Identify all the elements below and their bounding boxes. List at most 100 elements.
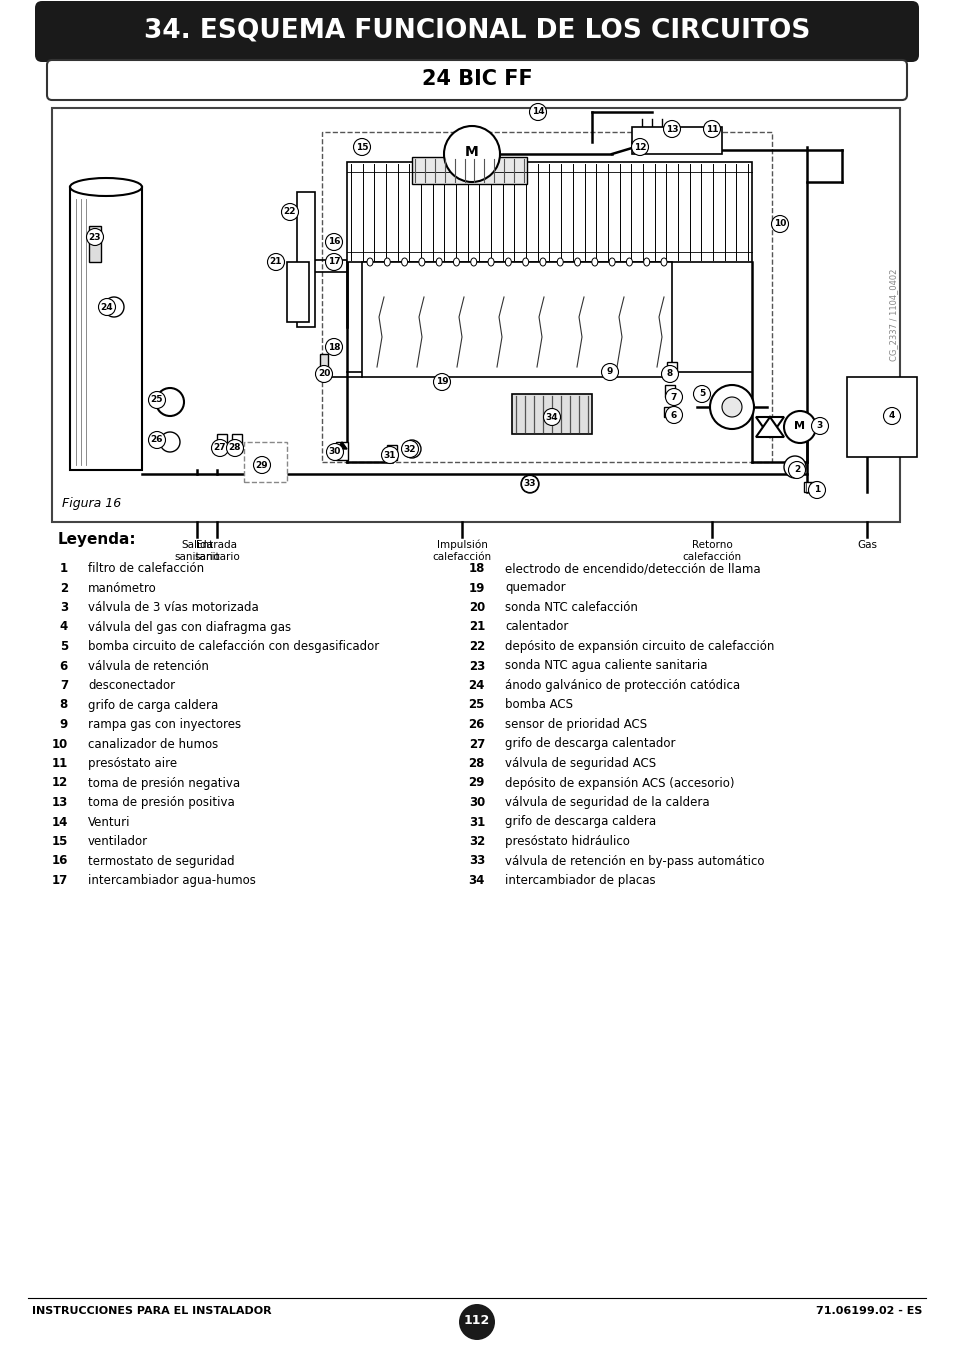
Text: Salida
sanitario: Salida sanitario xyxy=(174,540,219,562)
Circle shape xyxy=(783,456,805,478)
Text: 31: 31 xyxy=(468,815,484,829)
Text: Impulsión
calefacción: Impulsión calefacción xyxy=(432,540,491,562)
Text: rampa gas con inyectores: rampa gas con inyectores xyxy=(88,718,241,730)
Bar xyxy=(287,262,309,323)
Bar xyxy=(216,433,227,452)
Text: 4: 4 xyxy=(888,412,894,420)
Text: grifo de carga caldera: grifo de carga caldera xyxy=(88,698,218,711)
Bar xyxy=(244,441,287,482)
Text: 32: 32 xyxy=(403,444,416,454)
FancyBboxPatch shape xyxy=(47,59,906,100)
Text: 8: 8 xyxy=(666,370,673,378)
Text: 18: 18 xyxy=(328,343,340,351)
Text: 33: 33 xyxy=(468,855,484,868)
Text: 13: 13 xyxy=(51,796,68,809)
Text: 12: 12 xyxy=(633,143,645,151)
Circle shape xyxy=(660,366,678,382)
Text: 24: 24 xyxy=(468,679,484,693)
Bar xyxy=(387,446,396,460)
Circle shape xyxy=(662,120,679,138)
Circle shape xyxy=(381,447,398,463)
Bar xyxy=(70,188,142,470)
Polygon shape xyxy=(755,417,783,437)
Text: CG_2337 / 1104_0402: CG_2337 / 1104_0402 xyxy=(888,269,898,362)
Text: 14: 14 xyxy=(51,815,68,829)
Text: 2: 2 xyxy=(60,582,68,594)
Bar xyxy=(296,192,314,327)
Text: 17: 17 xyxy=(327,258,340,266)
Text: intercambiador agua-humos: intercambiador agua-humos xyxy=(88,873,255,887)
Bar xyxy=(89,225,101,262)
Text: grifo de descarga calentador: grifo de descarga calentador xyxy=(504,737,675,751)
FancyBboxPatch shape xyxy=(35,1,918,62)
Text: Leyenda:: Leyenda: xyxy=(58,532,136,547)
Ellipse shape xyxy=(470,258,476,266)
Circle shape xyxy=(771,216,788,232)
Text: 26: 26 xyxy=(468,718,484,730)
Circle shape xyxy=(253,456,271,474)
Polygon shape xyxy=(336,441,347,450)
Text: bomba ACS: bomba ACS xyxy=(504,698,573,711)
Text: desconectador: desconectador xyxy=(88,679,175,693)
Ellipse shape xyxy=(608,258,615,266)
Text: sensor de prioridad ACS: sensor de prioridad ACS xyxy=(504,718,646,730)
Text: válvula de seguridad ACS: válvula de seguridad ACS xyxy=(504,757,656,769)
Text: 28: 28 xyxy=(229,444,241,452)
Text: sonda NTC agua caliente sanitaria: sonda NTC agua caliente sanitaria xyxy=(504,660,707,672)
Text: INSTRUCCIONES PARA EL INSTALADOR: INSTRUCCIONES PARA EL INSTALADOR xyxy=(32,1305,272,1316)
Ellipse shape xyxy=(418,258,424,266)
Circle shape xyxy=(212,440,229,456)
Circle shape xyxy=(226,440,243,456)
Circle shape xyxy=(458,1304,495,1341)
Text: válvula del gas con diafragma gas: válvula del gas con diafragma gas xyxy=(88,621,291,633)
Circle shape xyxy=(104,297,124,317)
Bar xyxy=(335,441,348,460)
Circle shape xyxy=(98,298,115,316)
Text: 24: 24 xyxy=(101,302,113,312)
Circle shape xyxy=(281,204,298,220)
Circle shape xyxy=(709,385,753,429)
Text: 19: 19 xyxy=(468,582,484,594)
Circle shape xyxy=(401,440,418,458)
Text: 16: 16 xyxy=(51,855,68,868)
Text: electrodo de encendido/detección de llama: electrodo de encendido/detección de llam… xyxy=(504,562,760,575)
Ellipse shape xyxy=(557,258,562,266)
Circle shape xyxy=(882,408,900,424)
Text: 14: 14 xyxy=(531,108,544,116)
Circle shape xyxy=(267,254,284,270)
Circle shape xyxy=(665,406,681,424)
Text: 24 BIC FF: 24 BIC FF xyxy=(421,69,532,89)
Text: 33: 33 xyxy=(523,479,536,489)
Text: 3: 3 xyxy=(60,601,68,614)
Text: 25: 25 xyxy=(151,396,163,405)
Circle shape xyxy=(402,440,420,458)
Text: 27: 27 xyxy=(468,737,484,751)
Text: 7: 7 xyxy=(60,679,68,693)
Ellipse shape xyxy=(367,258,373,266)
Circle shape xyxy=(325,254,342,270)
Text: 10: 10 xyxy=(51,737,68,751)
Text: 7: 7 xyxy=(670,393,677,401)
Circle shape xyxy=(354,139,370,155)
Bar xyxy=(347,162,751,262)
Text: filtro de calefacción: filtro de calefacción xyxy=(88,562,204,575)
Text: 21: 21 xyxy=(468,621,484,633)
Text: 12: 12 xyxy=(51,776,68,790)
Text: 8: 8 xyxy=(60,698,68,711)
Text: 11: 11 xyxy=(51,757,68,769)
Text: sonda NTC calefacción: sonda NTC calefacción xyxy=(504,601,638,614)
Text: 27: 27 xyxy=(213,444,226,452)
Text: 13: 13 xyxy=(665,124,678,134)
Bar xyxy=(232,433,242,452)
Bar xyxy=(666,362,677,374)
Text: Venturi: Venturi xyxy=(88,815,131,829)
Text: 30: 30 xyxy=(329,447,341,456)
Circle shape xyxy=(433,374,450,390)
Text: válvula de 3 vías motorizada: válvula de 3 vías motorizada xyxy=(88,601,258,614)
Text: 32: 32 xyxy=(468,836,484,848)
Text: quemador: quemador xyxy=(504,582,565,594)
Ellipse shape xyxy=(643,258,649,266)
Text: 112: 112 xyxy=(463,1315,490,1327)
Text: ánodo galvánico de protección catódica: ánodo galvánico de protección catódica xyxy=(504,679,740,693)
Circle shape xyxy=(149,432,165,448)
